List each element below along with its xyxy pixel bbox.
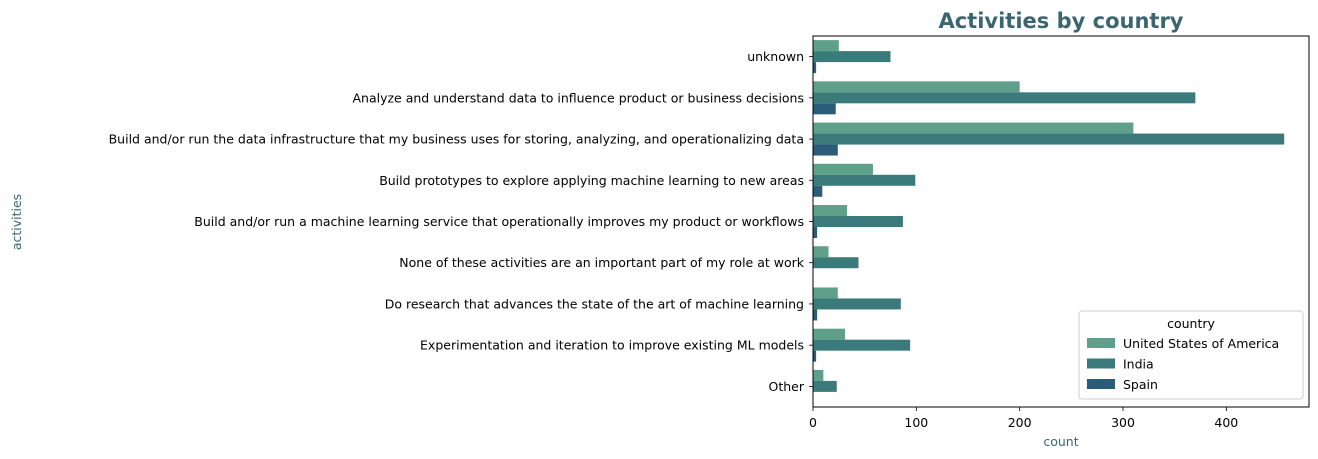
bar [813,205,848,217]
bar [813,339,911,351]
bar [813,133,1285,145]
legend: country United States of America India Spa… [1078,310,1304,400]
legend-swatch [1087,338,1115,348]
x-tick-label: 400 [1214,415,1238,430]
plot-frame [812,35,1310,408]
x-tick-label: 100 [904,415,928,430]
bar [813,309,818,321]
legend-swatch [1087,379,1115,389]
bar [813,92,1196,104]
bar [813,51,891,63]
chart-title: Activities by country [938,9,1183,33]
bar [813,103,836,115]
legend-title: country [1167,316,1215,331]
legend-swatch [1087,358,1115,369]
x-tick-label: 300 [1111,415,1135,430]
bar [813,122,1134,134]
bar [813,257,859,269]
bar [813,328,846,340]
legend-entry: India [1123,357,1154,372]
y-tick-label: Build prototypes to explore applying mac… [379,173,804,188]
bar [813,350,817,362]
y-tick-label: Analyze and understand data to influence… [352,90,804,105]
y-tick-label: Other [769,379,805,394]
y-axis-label: activities [9,194,24,250]
y-tick-label: None of these activities are an importan… [399,255,804,270]
bar [813,246,829,258]
y-tick-label: unknown [747,49,804,64]
bar [813,81,1020,93]
x-axis-ticks: 0 100 200 300 400 [809,407,1238,430]
legend-entry: United States of America [1123,336,1279,351]
y-tick-label: Build and/or run a machine learning serv… [194,214,804,229]
bar [813,40,839,52]
bar [813,174,916,186]
bar [813,144,838,156]
y-tick-labels: unknown Analyze and understand data to in… [109,49,813,394]
bar [813,185,823,197]
bar [813,369,824,381]
legend-box [1078,310,1304,400]
x-tick-label: 0 [809,415,817,430]
x-tick-label: 200 [1008,415,1032,430]
bar [813,62,817,74]
y-tick-label: Experimentation and iteration to improve… [420,338,804,353]
x-axis-label: count [1043,434,1078,449]
bar [813,216,903,227]
bar [813,226,818,238]
bar [813,163,873,175]
y-tick-label: Do research that advances the state of t… [385,296,804,311]
bar [813,298,901,310]
legend-entry: Spain [1123,377,1158,392]
bar [813,287,838,299]
bars-layer [813,40,1285,392]
bar [813,380,837,392]
y-tick-label: Build and/or run the data infrastructure… [109,132,804,147]
